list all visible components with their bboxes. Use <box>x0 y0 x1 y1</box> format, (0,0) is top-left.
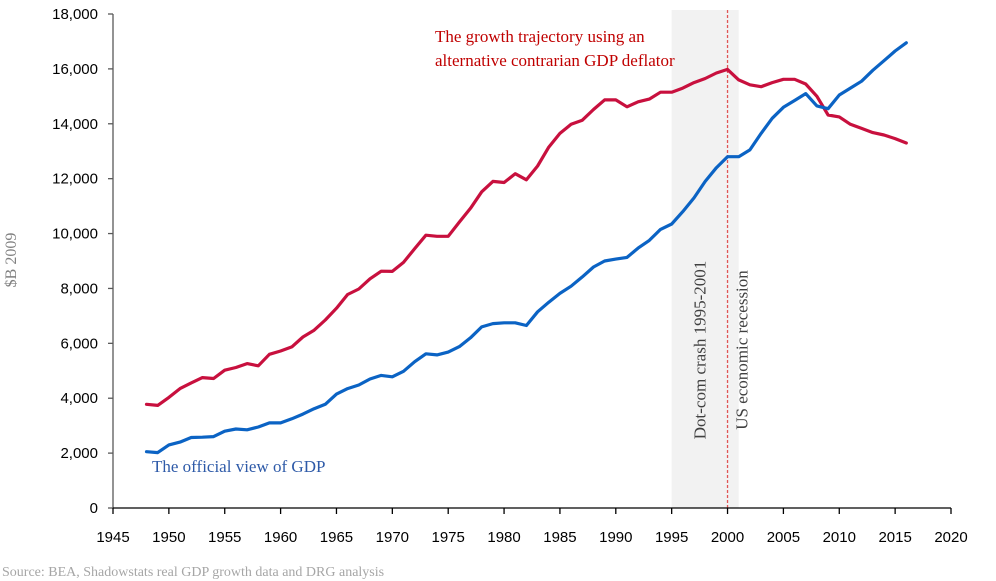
y-tick-label: 6,000 <box>60 335 98 352</box>
x-tick-label: 1965 <box>320 529 353 546</box>
y-axis-label: $B 2009 <box>3 233 20 288</box>
y-tick-label: 16,000 <box>52 61 98 78</box>
x-tick-label: 2010 <box>823 529 856 546</box>
x-tick-label: 1970 <box>376 529 409 546</box>
y-tick-label: 2,000 <box>60 445 98 462</box>
y-ticks: 0 2,000 4,000 6,000 8,000 10,000 12,000 14,000 1… <box>52 6 113 517</box>
x-tick-label: 1960 <box>264 529 297 546</box>
y-tick-label: 0 <box>90 500 98 517</box>
red-series-label-line-1: The growth trajectory using an <box>435 27 645 46</box>
red-series-label-line-2: alternative contrarian GDP deflator <box>435 51 675 70</box>
series-layer <box>144 41 908 455</box>
x-tick-label: 1995 <box>655 529 688 546</box>
y-tick-label: 8,000 <box>60 280 98 297</box>
x-tick-label: 2015 <box>878 529 911 546</box>
x-tick-label: 2000 <box>711 529 744 546</box>
y-tick-label: 10,000 <box>52 226 98 243</box>
x-tick-label: 1975 <box>432 529 465 546</box>
x-tick-label: 1945 <box>96 529 129 546</box>
dotcom-band-label: Dot-com crash 1995-2001 <box>691 261 710 439</box>
y-tick-label: 18,000 <box>52 6 98 23</box>
y-tick-label: 4,000 <box>60 390 98 407</box>
x-tick-label: 1985 <box>543 529 576 546</box>
series-line-alternative-deflator <box>144 67 908 407</box>
x-tick-label: 2005 <box>767 529 800 546</box>
x-tick-label: 1955 <box>208 529 241 546</box>
x-tick-label: 1950 <box>152 529 185 546</box>
series-line-official-gdp <box>144 41 908 455</box>
y-tick-label: 14,000 <box>52 116 98 133</box>
y-tick-label: 12,000 <box>52 171 98 188</box>
recession-line-label: US economic recession <box>733 270 752 430</box>
band-layer <box>671 10 739 508</box>
x-tick-label: 2020 <box>934 529 967 546</box>
axes-layer <box>112 14 951 509</box>
blue-series-label: The official view of GDP <box>152 457 325 476</box>
x-tick-label: 1980 <box>487 529 520 546</box>
source-note: Source: BEA, Shadowstats real GDP growth… <box>2 565 384 580</box>
x-ticks: 1945 1950 1955 1960 1965 1970 1975 1980 1985 1990… <box>96 508 968 546</box>
x-tick-label: 1990 <box>599 529 632 546</box>
